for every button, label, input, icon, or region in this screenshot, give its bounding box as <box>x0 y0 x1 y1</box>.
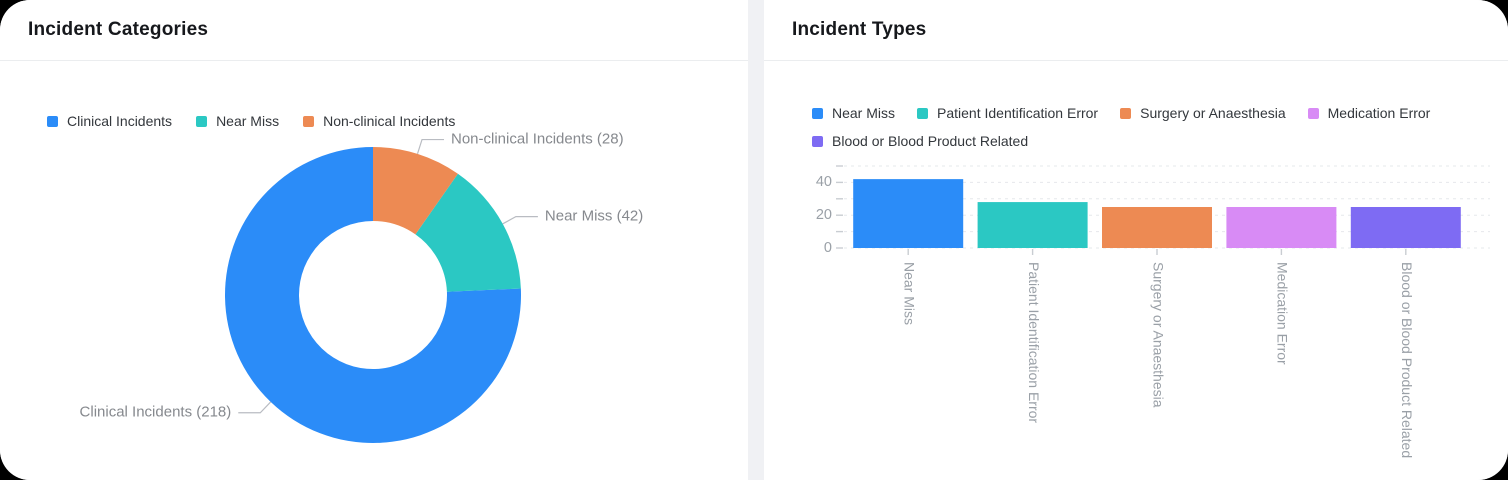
legend-swatch-icon <box>812 107 823 119</box>
incident-types-header: Incident Types <box>764 0 1508 61</box>
donut-callout-line <box>416 138 445 155</box>
donut-slice-label: Non-clinical Incidents (28) <box>451 131 624 148</box>
legend-swatch-icon <box>303 115 315 127</box>
incident-types-legend: Near Miss Patient Identification Error Sur… <box>812 105 1472 149</box>
donut-callout-line <box>238 401 272 414</box>
donut-slice-non-clinical-incidents[interactable] <box>373 147 458 235</box>
incident-types-title: Incident Types <box>792 19 927 40</box>
legend-item-label: Patient Identification Error <box>937 105 1099 121</box>
incident-categories-header: Incident Categories <box>0 0 748 61</box>
y-axis-tick-label: 0 <box>824 240 832 256</box>
incident-categories-donut-chart: Clinical Incidents (218) Near Miss (42) No… <box>80 131 643 443</box>
legend-swatch-icon <box>1120 107 1132 119</box>
types-legend-item-near-miss[interactable]: Near Miss <box>812 105 895 121</box>
incident-types-bar-chart: 0 20 40 Near Miss Patient Identification Err… <box>816 165 1490 458</box>
donut-slice-clinical-incidents[interactable] <box>225 147 521 443</box>
legend-item-label: Surgery or Anaesthesia <box>1140 105 1286 121</box>
x-axis-tick-label: Medication Error <box>1275 262 1291 365</box>
legend-item-label: Non-clinical Incidents <box>323 113 456 129</box>
donut-slice-label: Near Miss (42) <box>545 208 643 225</box>
donut-callout-line <box>502 215 538 225</box>
types-legend-item-medication-error[interactable]: Medication Error <box>1307 105 1431 121</box>
legend-item-label: Near Miss <box>832 105 896 121</box>
legend-swatch-icon <box>1307 107 1319 119</box>
donut-slice-label: Clinical Incidents (218) <box>80 404 232 421</box>
y-axis-tick-label: 20 <box>816 207 832 223</box>
types-legend-item-blood-or-blood-product-related[interactable]: Blood or Blood Product Related <box>812 133 1028 149</box>
legend-item-label: Clinical Incidents <box>67 113 173 129</box>
types-legend-item-surgery-or-anaesthesia[interactable]: Surgery or Anaesthesia <box>1120 105 1286 121</box>
categories-legend-item-non-clinical-incidents[interactable]: Non-clinical Incidents <box>303 113 455 129</box>
legend-item-label: Near Miss <box>216 113 280 129</box>
legend-swatch-icon <box>917 107 929 119</box>
legend-item-label: Blood or Blood Product Related <box>832 133 1029 149</box>
legend-item-label: Medication Error <box>1327 105 1431 121</box>
bar-medication-error[interactable] <box>1226 207 1337 248</box>
x-axis-tick-label: Blood or Blood Product Related <box>1399 262 1415 458</box>
legend-swatch-icon <box>812 135 823 147</box>
bar-patient-identification-error[interactable] <box>977 202 1088 248</box>
legend-swatch-icon <box>47 115 58 127</box>
categories-legend-item-near-miss[interactable]: Near Miss <box>196 113 279 129</box>
types-legend-item-patient-identification-error[interactable]: Patient Identification Error <box>917 105 1098 121</box>
categories-legend-item-clinical-incidents[interactable]: Clinical Incidents <box>47 113 172 129</box>
bar-near-miss[interactable] <box>853 179 964 248</box>
incident-categories-title: Incident Categories <box>28 19 209 40</box>
incident-categories-legend: Clinical Incidents Near Miss Non-clinical … <box>47 113 455 129</box>
x-axis-tick-label: Surgery or Anaesthesia <box>1150 262 1166 408</box>
y-axis-tick-label: 40 <box>816 174 832 190</box>
legend-swatch-icon <box>196 115 208 127</box>
x-axis-tick-label: Patient Identification Error <box>1026 262 1042 423</box>
x-axis-tick-label: Near Miss <box>901 262 917 325</box>
bar-surgery-or-anaesthesia[interactable] <box>1102 207 1212 248</box>
bar-blood-or-blood-product-related[interactable] <box>1350 207 1461 248</box>
incident-types-card: Incident Types Near Miss Patient Identifi… <box>764 0 1508 480</box>
incident-categories-card: Incident Categories Clinical Incidents Ne… <box>0 0 748 480</box>
donut-slice-near-miss[interactable] <box>415 173 521 292</box>
